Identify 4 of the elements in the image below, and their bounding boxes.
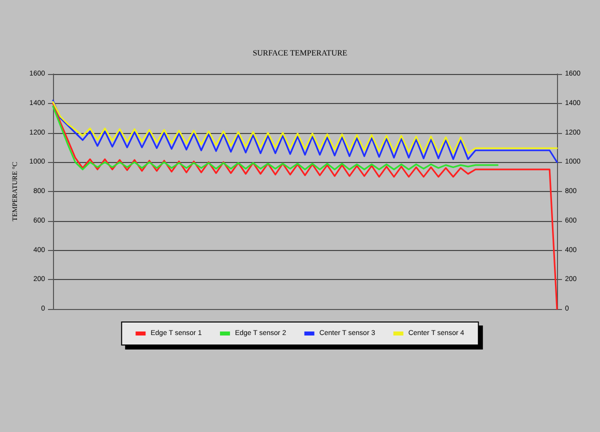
line-series	[52, 106, 499, 170]
line-series	[52, 101, 558, 154]
line-series	[52, 100, 558, 163]
chart-title: SURFACE TEMPERATURE	[252, 48, 348, 58]
